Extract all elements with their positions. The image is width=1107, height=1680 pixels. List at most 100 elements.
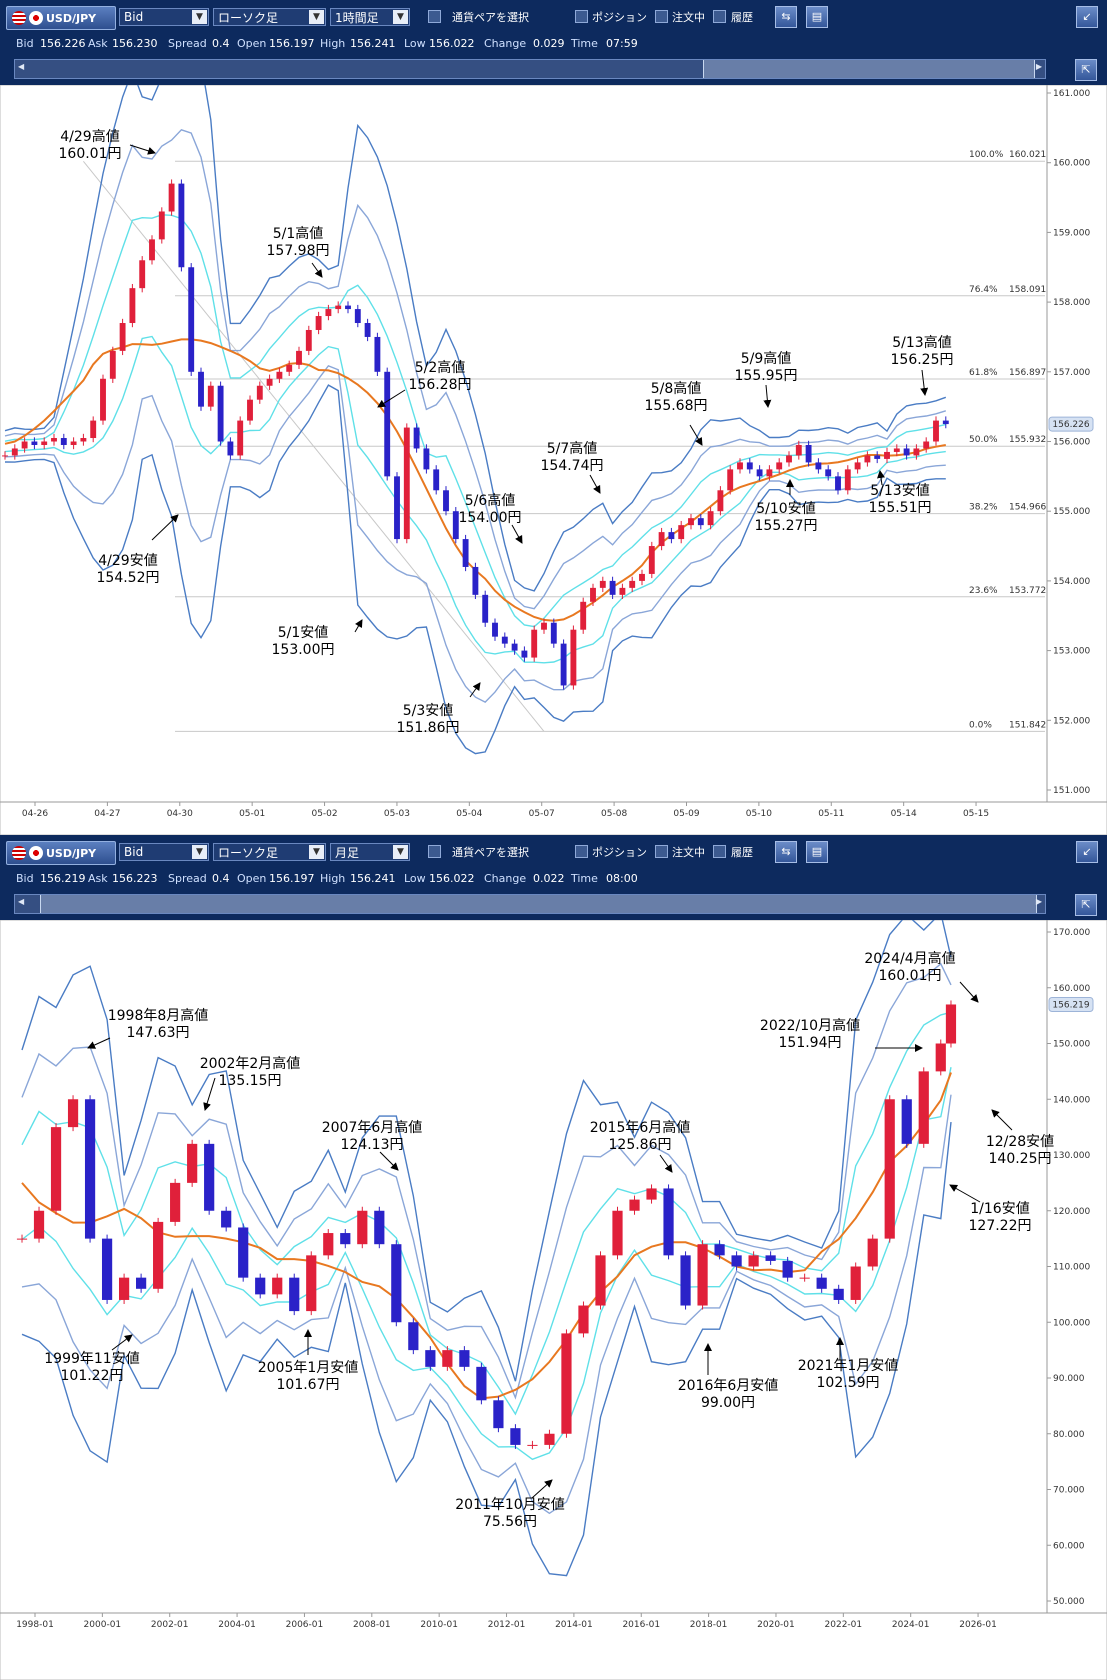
bb-mid-upper-line: [21, 962, 952, 1400]
range-slider[interactable]: ◀ ▶: [14, 59, 1046, 79]
currency-pair-button[interactable]: USD/JPY: [6, 841, 116, 865]
collapse-icon[interactable]: ↙: [1076, 841, 1098, 863]
bid-label: Bid: [16, 872, 34, 885]
time-label: Time: [571, 37, 598, 50]
annotation-label: 2024/4月高値: [864, 950, 955, 967]
open-label: Open: [237, 37, 267, 50]
fib-price-label: 155.932: [1009, 435, 1046, 445]
candle-body: [765, 1255, 776, 1261]
candle-body: [394, 476, 400, 540]
select-pair-checkbox[interactable]: [428, 10, 441, 23]
candle-body: [286, 364, 293, 372]
candle-body: [70, 441, 77, 445]
orders-label: 注文中: [672, 846, 705, 859]
orders-checkbox[interactable]: [655, 845, 668, 858]
x-tick-label: 05-04: [456, 809, 482, 819]
collapse-icon[interactable]: ↙: [1076, 6, 1098, 28]
range-slider[interactable]: ◀ ▶: [14, 894, 1046, 914]
position-label: ポジション: [592, 11, 647, 24]
orders-checkbox[interactable]: [655, 10, 668, 23]
timeframe-select[interactable]: 1時間足 ▼: [330, 8, 410, 26]
candle-body: [335, 305, 342, 310]
annotation-price: 155.68円: [645, 398, 708, 414]
candle-body: [100, 378, 106, 421]
scroll-right-icon[interactable]: ▶: [1035, 897, 1042, 906]
bb-mid-upper-line: [4, 128, 947, 610]
scroll-left-icon[interactable]: ◀: [18, 897, 25, 906]
y-tick-label: 140.000: [1053, 1095, 1090, 1105]
x-tick-label: 2010-01: [420, 1620, 458, 1630]
annotation-label: 5/13高値: [892, 334, 951, 351]
select-pair-checkbox[interactable]: [428, 845, 441, 858]
high-label: High: [320, 872, 346, 885]
candle-body: [323, 1233, 334, 1256]
candle-body: [33, 1210, 45, 1239]
annotation-price: 155.27円: [755, 518, 818, 534]
x-tick-label: 2012-01: [488, 1620, 526, 1630]
refresh-icon[interactable]: ⇆: [775, 841, 797, 863]
candle-body: [629, 1199, 640, 1211]
candle-body: [901, 1099, 912, 1144]
y-tick-label: 154.000: [1053, 577, 1090, 587]
x-tick-label: 05-03: [384, 809, 410, 819]
candle-body: [357, 1210, 368, 1245]
timeframe-value: 月足: [335, 845, 360, 860]
range-window-handle[interactable]: [703, 60, 1035, 78]
price-type-select[interactable]: Bid ▼: [119, 8, 209, 26]
candle-body: [511, 643, 518, 651]
refresh-icon[interactable]: ⇆: [775, 6, 797, 28]
settings-panel-icon[interactable]: ▤: [806, 6, 828, 28]
scroll-right-icon[interactable]: ▶: [1035, 62, 1042, 71]
candle-body: [423, 448, 430, 470]
annotation-arrow: [377, 389, 406, 408]
candle-body: [296, 350, 302, 365]
ask-value: 156.223: [112, 872, 158, 885]
select-pair-label: 通貨ペアを選択: [452, 846, 529, 859]
settings-panel-icon[interactable]: ▤: [806, 841, 828, 863]
candle-body: [247, 399, 253, 421]
low-label: Low: [404, 872, 426, 885]
price-type-select[interactable]: Bid ▼: [119, 843, 209, 861]
candle-body: [639, 573, 645, 581]
candle-body: [391, 1244, 402, 1323]
chart-type-select[interactable]: ローソク足 ▼: [213, 8, 326, 26]
annotation-price: 153.00円: [272, 642, 335, 658]
history-checkbox[interactable]: [713, 845, 726, 858]
current-price-badge: [1048, 416, 1094, 432]
candle-body: [501, 636, 508, 644]
candle-body: [646, 1188, 657, 1200]
position-checkbox[interactable]: [575, 845, 588, 858]
candle-body: [578, 1305, 589, 1334]
expand-icon[interactable]: ⇱: [1075, 894, 1097, 916]
high-value: 156.241: [350, 37, 396, 50]
scroll-left-icon[interactable]: ◀: [18, 62, 25, 71]
candle-body: [482, 594, 489, 623]
annotation-arrow: [511, 524, 523, 544]
toolbar: USD/JPY Bid ▼ ローソク足 ▼ 1時間足 ▼ 通貨ペアを選択 ポジション …: [0, 0, 1107, 34]
expand-icon[interactable]: ⇱: [1075, 59, 1097, 81]
chart-type-select[interactable]: ローソク足 ▼: [213, 843, 326, 861]
candle-body: [238, 1227, 249, 1278]
annotation-price: 160.01円: [879, 968, 942, 984]
candle-body: [748, 1255, 759, 1267]
x-tick-label: 2024-01: [892, 1620, 930, 1630]
bb-outer-lower-line: [21, 1122, 952, 1577]
annotation-label: 5/2高値: [415, 359, 466, 376]
candle-body: [345, 305, 351, 310]
history-checkbox[interactable]: [713, 10, 726, 23]
range-window-handle[interactable]: [40, 895, 1037, 913]
position-checkbox[interactable]: [575, 10, 588, 23]
annotation-label: 2015年6月高値: [590, 1119, 691, 1136]
candle-body: [544, 1433, 555, 1445]
currency-pair-button[interactable]: USD/JPY: [6, 6, 116, 30]
fib-diagonal-line: [83, 160, 545, 732]
timeframe-select[interactable]: 月足 ▼: [330, 843, 410, 861]
candle-body: [795, 444, 802, 456]
us-flag-icon: [12, 846, 26, 860]
candle-body: [425, 1350, 436, 1367]
